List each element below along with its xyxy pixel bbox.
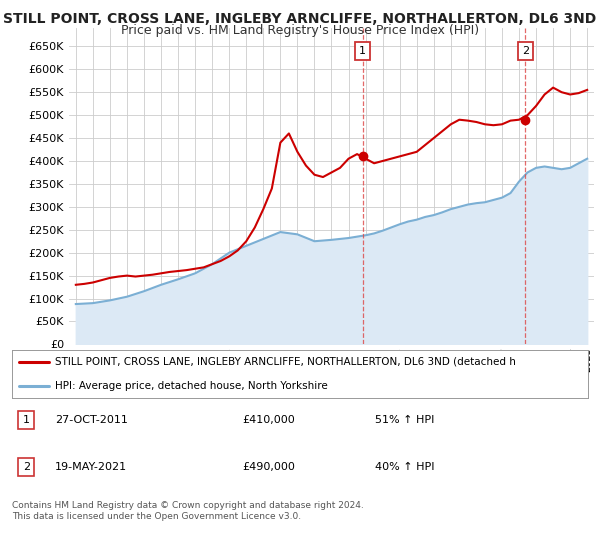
Text: 1: 1: [23, 415, 30, 425]
Text: STILL POINT, CROSS LANE, INGLEBY ARNCLIFFE, NORTHALLERTON, DL6 3ND: STILL POINT, CROSS LANE, INGLEBY ARNCLIF…: [4, 12, 596, 26]
Text: £410,000: £410,000: [242, 415, 295, 425]
Text: Price paid vs. HM Land Registry's House Price Index (HPI): Price paid vs. HM Land Registry's House …: [121, 24, 479, 36]
Text: 40% ↑ HPI: 40% ↑ HPI: [375, 462, 434, 472]
Text: 2: 2: [522, 46, 529, 56]
Text: HPI: Average price, detached house, North Yorkshire: HPI: Average price, detached house, Nort…: [55, 381, 328, 391]
Text: STILL POINT, CROSS LANE, INGLEBY ARNCLIFFE, NORTHALLERTON, DL6 3ND (detached h: STILL POINT, CROSS LANE, INGLEBY ARNCLIF…: [55, 357, 516, 367]
Text: Contains HM Land Registry data © Crown copyright and database right 2024.
This d: Contains HM Land Registry data © Crown c…: [12, 501, 364, 521]
Text: £490,000: £490,000: [242, 462, 295, 472]
Text: 1: 1: [359, 46, 366, 56]
Text: 19-MAY-2021: 19-MAY-2021: [55, 462, 127, 472]
Text: 2: 2: [23, 462, 30, 472]
Text: 51% ↑ HPI: 51% ↑ HPI: [375, 415, 434, 425]
Text: 27-OCT-2011: 27-OCT-2011: [55, 415, 128, 425]
